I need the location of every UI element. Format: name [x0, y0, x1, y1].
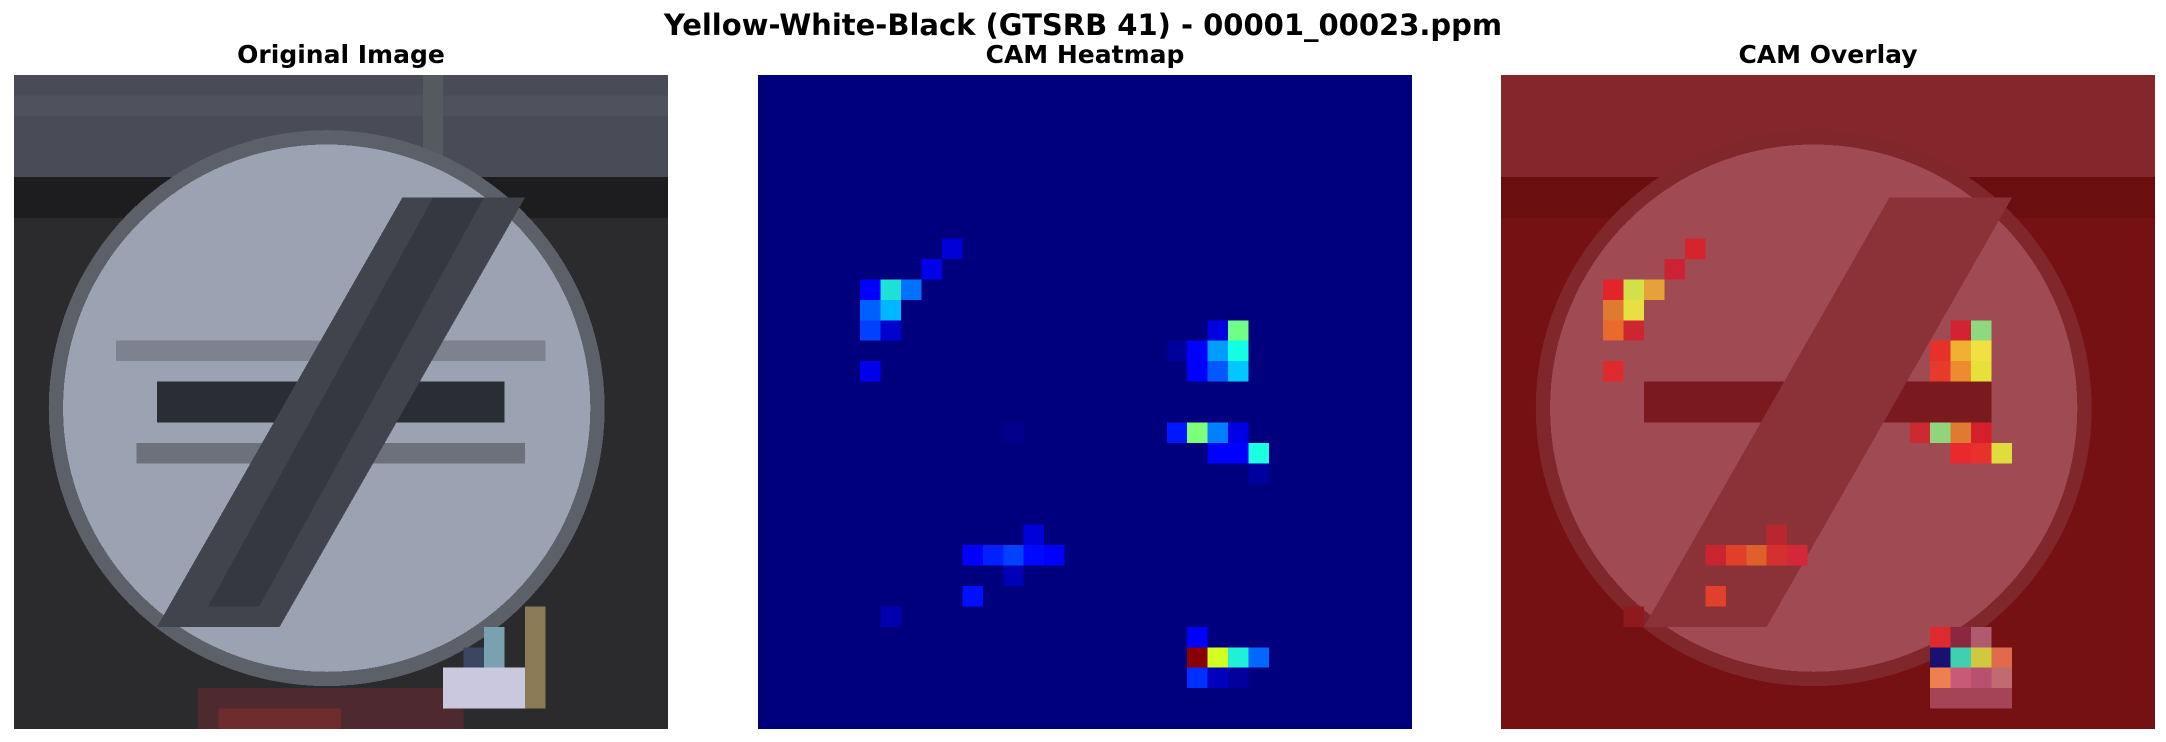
cam-overlay	[1501, 75, 2155, 729]
figure-title: Yellow-White-Black (GTSRB 41) - 00001_00…	[663, 8, 1503, 42]
panel-title-overlay: CAM Overlay	[1738, 40, 1918, 69]
original-image	[14, 75, 668, 729]
panel-title-original: Original Image	[237, 40, 445, 69]
cam-heatmap	[758, 75, 1412, 729]
panel-title-heatmap: CAM Heatmap	[985, 40, 1185, 69]
